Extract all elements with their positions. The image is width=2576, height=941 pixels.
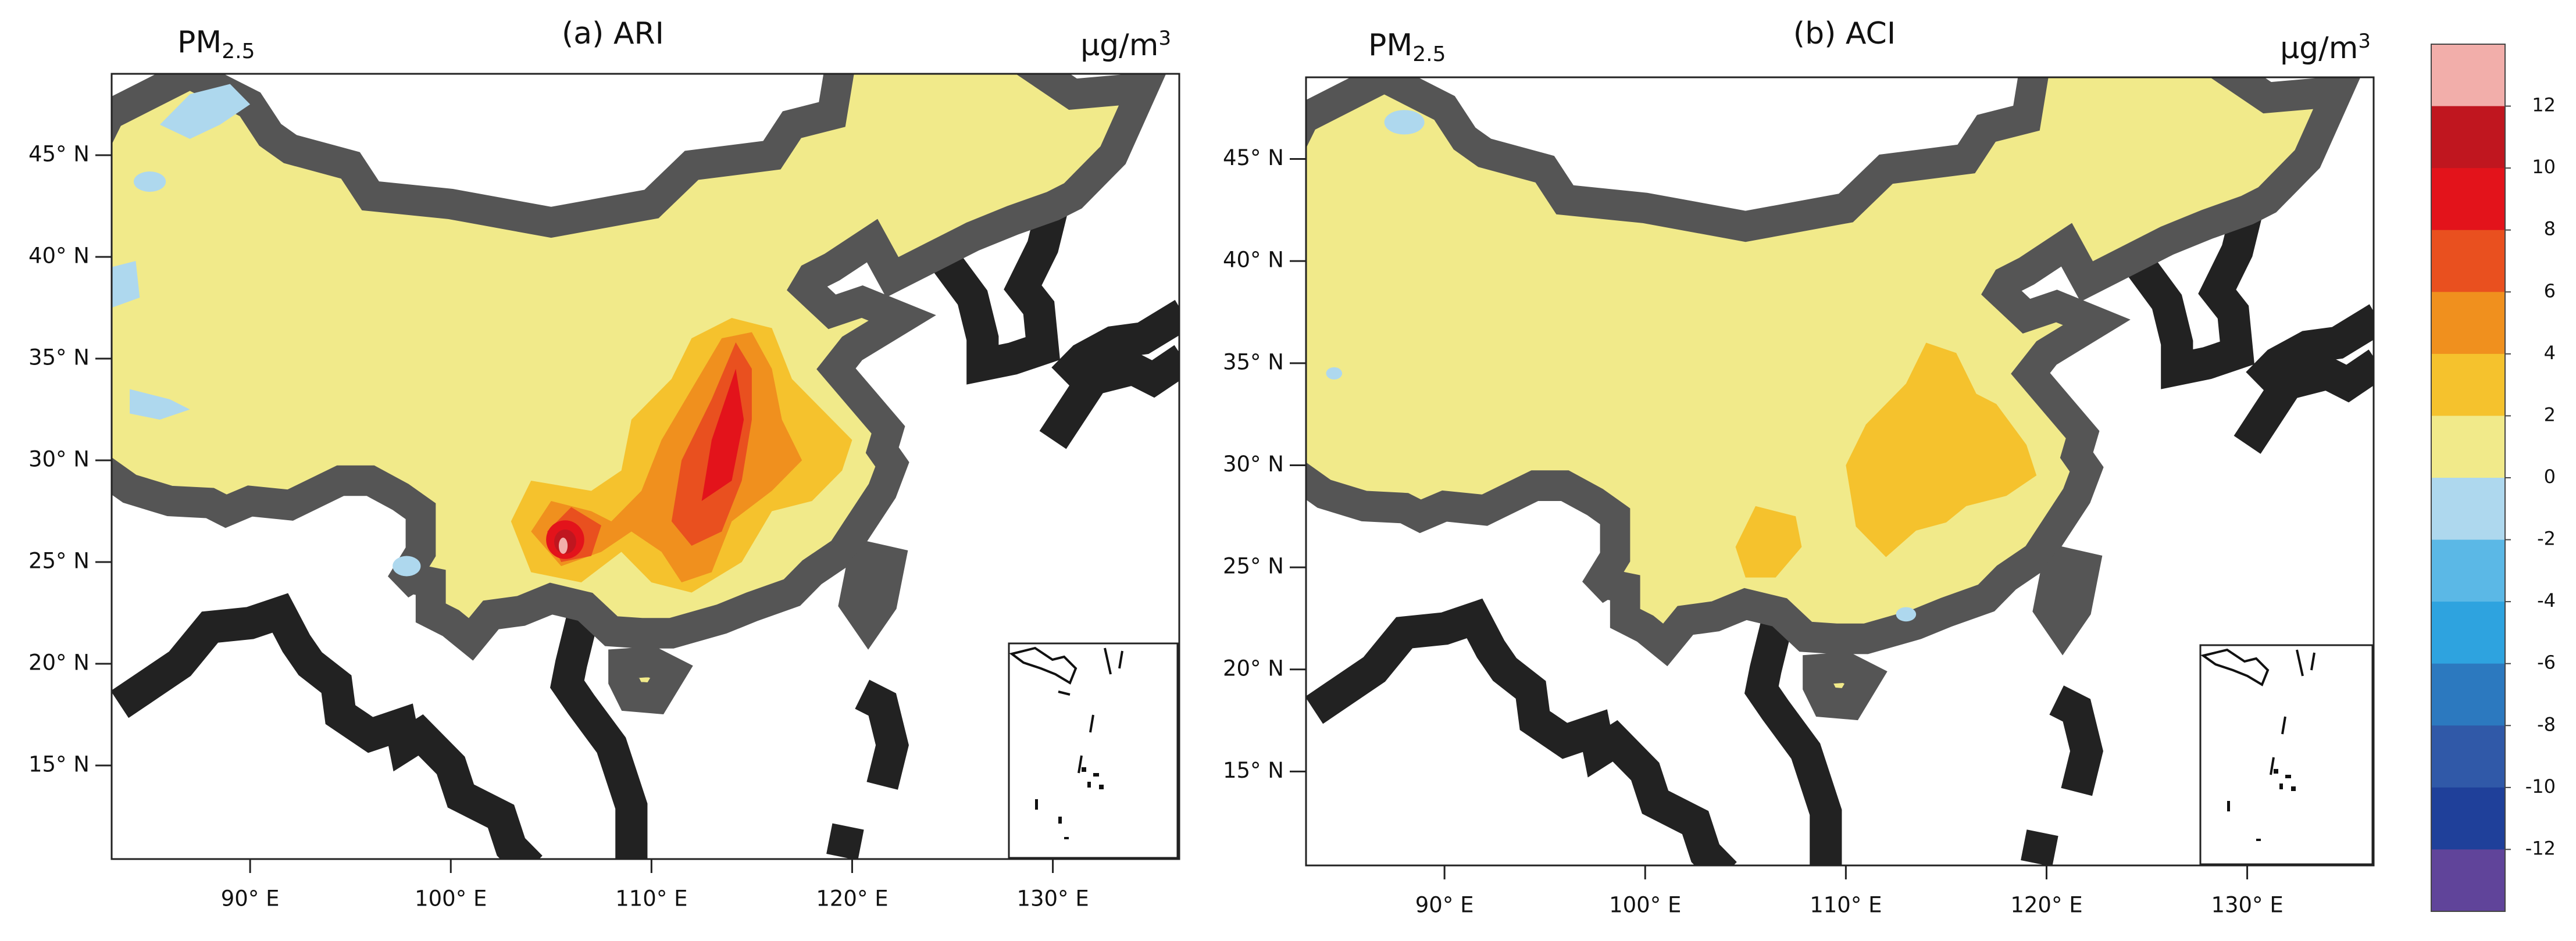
map-layer xyxy=(112,0,1183,867)
panel-title: (a) ARI xyxy=(562,16,664,51)
map-area xyxy=(1123,0,2378,874)
colorbar-swatch xyxy=(2431,44,2505,107)
colorbar: 12 10 8 6 4 2 0 -2 -4 -6 -8 -10 -12 xyxy=(2431,44,2556,912)
y-tick-label: 30° N xyxy=(1223,452,1284,477)
y-tick-label: 20° N xyxy=(28,650,90,675)
contour xyxy=(159,84,251,139)
colorbar-swatch xyxy=(2431,539,2505,602)
y-tick-label: 20° N xyxy=(1223,656,1284,681)
y-tick-label: 40° N xyxy=(1223,248,1284,273)
y-tick-label: 45° N xyxy=(28,142,90,167)
y-tick-label: 40° N xyxy=(28,244,90,269)
contour xyxy=(1384,110,1425,135)
x-tick-label: 100° E xyxy=(1609,893,1681,918)
inset xyxy=(2199,644,2374,865)
contour xyxy=(1735,506,1802,578)
contour xyxy=(1846,342,2037,557)
x-tick-label: 120° E xyxy=(2010,893,2082,918)
y-tick-label: 30° N xyxy=(28,447,90,472)
taiwan xyxy=(854,558,890,623)
y-tick-label: 15° N xyxy=(28,752,90,777)
x-tick-label: 130° E xyxy=(1016,886,1089,911)
colorbar-label: 2 xyxy=(2544,403,2556,425)
x-tick-label: 100° E xyxy=(415,886,487,911)
colorbar-swatch xyxy=(2431,849,2505,912)
map-frame xyxy=(110,73,1180,860)
x-tick-label: 120° E xyxy=(816,886,888,911)
colorbar-label: -12 xyxy=(2525,837,2556,859)
x-tick-label: 110° E xyxy=(615,886,687,911)
y-tick-label: 45° N xyxy=(1223,145,1284,170)
panel-header: PM2.5 (b) ACI μg/m3 xyxy=(1368,16,2371,66)
variable: PM xyxy=(177,25,222,60)
contour xyxy=(547,342,752,562)
colorbar-swatch xyxy=(2431,168,2505,231)
contour xyxy=(130,389,190,420)
x-tick-label: 90° E xyxy=(221,886,280,911)
y-tick-label: 35° N xyxy=(28,345,90,370)
inset xyxy=(1008,642,1179,859)
axes: 90° E 100° E 110° E 120° E 130° E 15° N 20° N 2… xyxy=(28,142,1089,911)
y-tick-label: 25° N xyxy=(1223,554,1284,579)
variable-subscript: 2.5 xyxy=(1412,42,1446,66)
colorbar-label: 4 xyxy=(2544,342,2556,364)
unit: μg/m xyxy=(2280,31,2358,66)
taiwan xyxy=(2049,563,2085,628)
panel-header: PM2.5 (a) ARI μg/m3 xyxy=(177,16,1171,63)
unit-superscript: 3 xyxy=(1158,27,1171,50)
variable-label: PM2.5 xyxy=(1368,28,1446,66)
panel-title: (b) ACI xyxy=(1793,16,1896,51)
map-area xyxy=(112,0,1183,867)
colorbar-label: 6 xyxy=(2544,280,2556,302)
contour xyxy=(393,556,421,577)
unit-label: μg/m3 xyxy=(2280,30,2371,66)
contour xyxy=(1896,607,1917,622)
colorbar-swatch xyxy=(2431,106,2505,169)
contour xyxy=(1326,367,1343,380)
unit-label: μg/m3 xyxy=(1080,27,1171,63)
colorbar-label: 8 xyxy=(2544,218,2556,240)
colorbar-swatch xyxy=(2431,353,2505,416)
colorbar-label: -4 xyxy=(2537,589,2556,611)
variable-subscript: 2.5 xyxy=(222,40,255,63)
colorbar-swatch xyxy=(2431,478,2505,541)
variable: PM xyxy=(1368,28,1412,63)
unit-superscript: 3 xyxy=(2358,30,2371,53)
x-tick-label: 130° E xyxy=(2211,893,2283,918)
colorbar-label: -10 xyxy=(2525,775,2556,797)
variable-label: PM2.5 xyxy=(177,25,255,63)
colorbar-label: -2 xyxy=(2537,528,2556,550)
x-tick-label: 90° E xyxy=(1415,893,1474,918)
colorbar-swatch xyxy=(2431,725,2505,788)
contour xyxy=(701,368,744,501)
axes: 90° E 100° E 110° E 120° E 130° E 15° N 20° N 2… xyxy=(1223,145,2284,917)
contour xyxy=(558,538,568,554)
colorbar-swatch xyxy=(2431,787,2505,850)
colorbar-label: -6 xyxy=(2537,652,2556,674)
colorbar-swatch xyxy=(2431,663,2505,726)
colorbar-label: 10 xyxy=(2532,156,2556,178)
colorbar-label: 0 xyxy=(2544,466,2556,488)
colorbar-swatch xyxy=(2431,416,2505,478)
contour xyxy=(133,171,166,192)
map-layer xyxy=(1123,0,2378,874)
unit: μg/m xyxy=(1080,28,1158,63)
y-tick-label: 25° N xyxy=(28,549,90,574)
contour xyxy=(112,261,140,308)
colorbar-label: -8 xyxy=(2537,713,2556,735)
colorbar-swatch xyxy=(2431,292,2505,355)
map-frame xyxy=(1305,76,2375,867)
colorbar-label: 12 xyxy=(2532,94,2556,116)
x-tick-label: 110° E xyxy=(1810,893,1882,918)
y-tick-label: 15° N xyxy=(1223,758,1284,783)
y-tick-label: 35° N xyxy=(1223,349,1284,374)
colorbar-swatch xyxy=(2431,602,2505,664)
colorbar-swatch xyxy=(2431,230,2505,292)
